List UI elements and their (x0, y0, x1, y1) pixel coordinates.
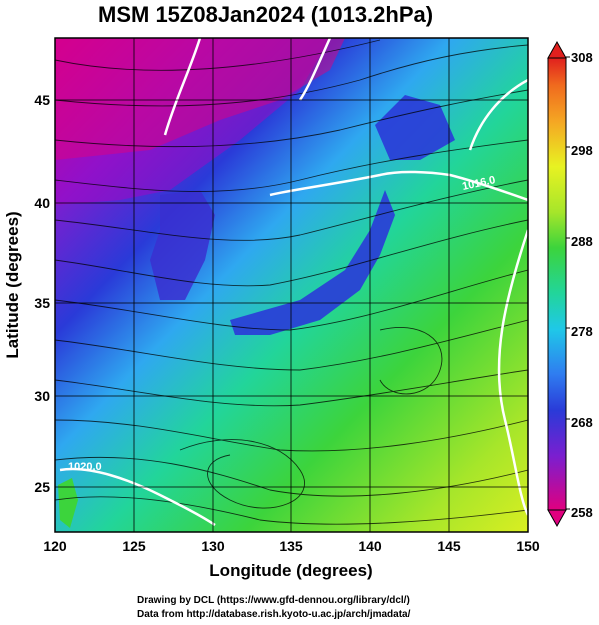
y-tick-25: 25 (34, 479, 50, 495)
colorbar-ramp (547, 57, 567, 511)
korea-land (150, 190, 215, 300)
colorbar-max-arrow (547, 40, 567, 59)
isobar-west (163, 38, 202, 136)
y-tick-labels: 25 30 35 40 45 (34, 92, 50, 495)
wind-streamlines (55, 39, 528, 525)
x-axis-label: Longitude (degrees) (209, 561, 372, 580)
colorbar-tick-278: 278 (571, 324, 593, 339)
isobar-east (497, 229, 528, 516)
isobar-north (298, 38, 332, 101)
isobar-1020 (59, 467, 216, 527)
colorbar-tick-268: 268 (571, 415, 593, 430)
taiwan-land (58, 478, 78, 528)
temperature-field: 1020.0 1016.0 (55, 38, 528, 532)
x-tick-135: 135 (279, 538, 303, 554)
colorbar-min-arrow (547, 509, 567, 528)
colorbar-tick-258: 258 (571, 505, 593, 520)
isobar-segment (468, 78, 528, 151)
isobar-1016 (269, 170, 528, 202)
colorbar-tick-308: 308 (571, 50, 593, 65)
hokkaido-land (375, 95, 455, 160)
y-tick-45: 45 (34, 92, 50, 108)
x-tick-140: 140 (358, 538, 382, 554)
y-tick-35: 35 (34, 295, 50, 311)
x-tick-145: 145 (437, 538, 461, 554)
y-tick-40: 40 (34, 195, 50, 211)
credit-data-source: Data from http://database.rish.kyoto-u.a… (137, 609, 411, 620)
colorbar: 258 268 278 288 298 308 (547, 40, 593, 528)
map-gridlines (55, 38, 528, 532)
x-tick-150: 150 (516, 538, 540, 554)
x-tick-120: 120 (43, 538, 67, 554)
contour-label-1020: 1020.0 (68, 461, 102, 473)
colorbar-tick-288: 288 (571, 234, 593, 249)
x-tick-labels: 120 125 130 135 140 145 150 (43, 538, 540, 554)
x-tick-125: 125 (122, 538, 146, 554)
map-frame (54, 37, 529, 533)
y-axis-label: Latitude (degrees) (3, 211, 22, 358)
map-title: MSM 15Z08Jan2024 (1013.2hPa) (98, 2, 434, 27)
credit-drawing: Drawing by DCL (https://www.gfd-dennou.o… (137, 595, 410, 606)
colorbar-tick-298: 298 (571, 143, 593, 158)
y-tick-30: 30 (34, 388, 50, 404)
x-tick-130: 130 (201, 538, 225, 554)
